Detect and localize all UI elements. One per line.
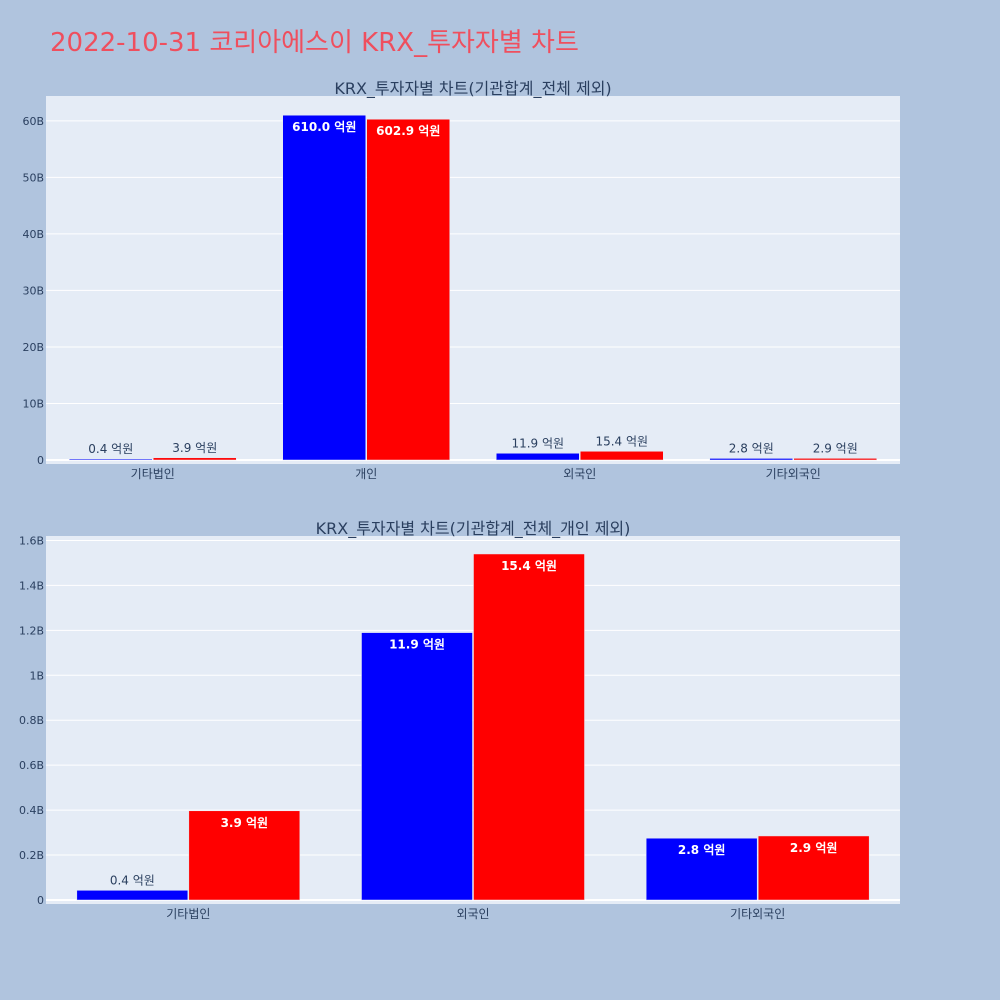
- y-tick-label: 1B: [29, 669, 44, 682]
- y-tick-label: 10B: [22, 397, 44, 410]
- bar: [76, 890, 189, 901]
- x-tick-label: 외국인: [563, 467, 596, 481]
- plot-area: [46, 96, 900, 464]
- data-label: 11.9 억원: [389, 638, 445, 652]
- bar: [645, 837, 758, 901]
- data-label: 2.9 억원: [790, 841, 838, 855]
- page-title: 2022-10-31 코리아에스이 KRX_투자자별 차트: [50, 28, 579, 58]
- x-tick-label: 기타외국인: [766, 467, 821, 481]
- data-label: 602.9 억원: [376, 124, 440, 138]
- data-label: 3.9 억원: [172, 441, 217, 455]
- bar: [69, 458, 153, 461]
- data-label: 0.4 억원: [88, 442, 133, 456]
- y-tick-label: 30B: [22, 284, 44, 297]
- data-label: 2.8 억원: [678, 843, 726, 857]
- y-tick-label: 0: [37, 454, 44, 467]
- data-label: 15.4 억원: [595, 434, 648, 448]
- bar: [366, 118, 450, 461]
- bar: [757, 835, 870, 901]
- y-tick-label: 1.6B: [19, 534, 44, 547]
- y-tick-label: 0.2B: [19, 849, 44, 862]
- data-label: 11.9 억원: [511, 436, 564, 450]
- chart-title: KRX_투자자별 차트(기관합계_전체_개인 제외): [316, 519, 631, 539]
- y-tick-label: 40B: [22, 228, 44, 241]
- y-tick-label: 60B: [22, 115, 44, 128]
- x-tick-label: 기타법인: [166, 907, 210, 921]
- bar: [793, 458, 877, 461]
- chart-2: 0 0.2B 0.4B 0.6B 0.8B 1B 1.2B 1.4B 1.6B KRX_투자자별 …: [19, 519, 900, 921]
- y-tick-label: 0.8B: [19, 714, 44, 727]
- bar: [153, 457, 237, 461]
- y-tick-label: 1.4B: [19, 579, 44, 592]
- y-tick-label: 50B: [22, 171, 44, 184]
- x-tick-label: 외국인: [456, 907, 489, 921]
- bar: [361, 632, 473, 901]
- bar: [473, 553, 585, 901]
- data-label: 0.4 억원: [110, 873, 155, 887]
- chart-1: 0 10B 20B 30B 40B 50B 60B KRX_투자자별 차트(기관합계_전체 제…: [22, 79, 900, 481]
- data-label: 610.0 억원: [292, 120, 356, 134]
- bar: [496, 453, 580, 461]
- x-tick-label: 기타외국인: [730, 907, 785, 921]
- y-tick-label: 0: [37, 894, 44, 907]
- chart-title: KRX_투자자별 차트(기관합계_전체 제외): [334, 79, 611, 99]
- y-tick-label: 20B: [22, 341, 44, 354]
- bar: [188, 810, 301, 901]
- data-label: 3.9 억원: [221, 816, 269, 830]
- y-tick-label: 0.4B: [19, 804, 44, 817]
- bar: [282, 114, 366, 461]
- bar: [580, 451, 664, 461]
- data-label: 2.9 억원: [813, 441, 858, 455]
- y-tick-label: 1.2B: [19, 624, 44, 637]
- x-tick-label: 기타법인: [131, 467, 175, 481]
- data-label: 15.4 억원: [501, 559, 557, 573]
- x-tick-label: 개인: [355, 467, 377, 481]
- data-label: 2.8 억원: [729, 441, 774, 455]
- bar: [709, 458, 793, 461]
- y-tick-label: 0.6B: [19, 759, 44, 772]
